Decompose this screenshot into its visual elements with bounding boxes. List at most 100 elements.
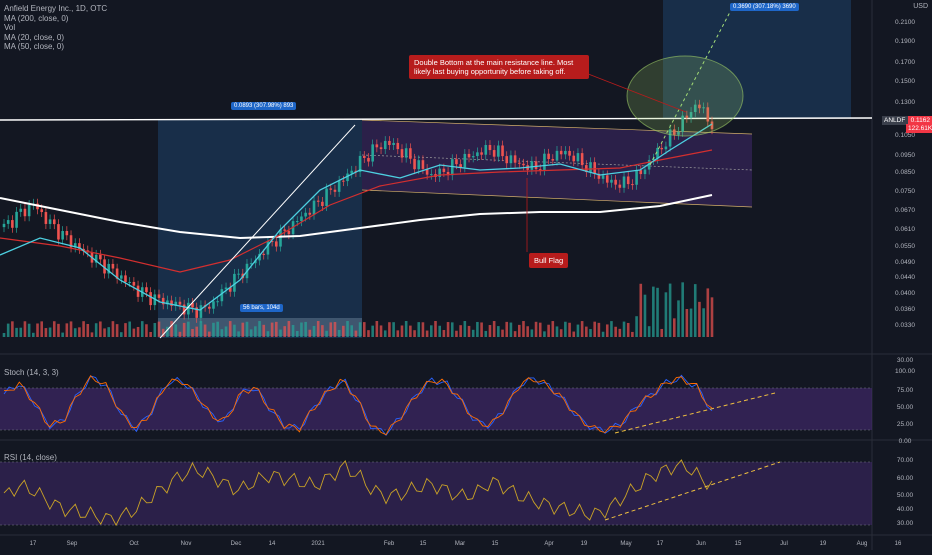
volume-bar <box>509 322 513 337</box>
candle-body <box>497 145 500 157</box>
volume-bar <box>681 282 684 337</box>
candle-body <box>233 273 236 292</box>
stoch-label[interactable]: Stoch (14, 3, 3) <box>4 368 59 377</box>
volume-bar <box>677 300 680 337</box>
volume-bar <box>279 329 282 337</box>
volume-bar <box>605 324 609 337</box>
volume-bar <box>212 322 215 337</box>
candle-body <box>589 162 592 173</box>
volume-bar <box>358 322 362 337</box>
candle-body <box>593 162 596 174</box>
volume-bar <box>304 321 307 337</box>
candle-body <box>610 179 613 183</box>
candle-body <box>601 175 605 179</box>
candle-body <box>207 306 211 309</box>
candle-body <box>664 146 668 150</box>
rsi-label[interactable]: RSI (14, close) <box>4 453 57 462</box>
volume-bar <box>425 330 429 337</box>
legend-line-0[interactable]: Vol <box>4 23 16 32</box>
rsi-trend-arrow <box>604 461 781 521</box>
volume-bar <box>124 323 127 337</box>
candle-body <box>195 307 199 318</box>
candle-body <box>52 219 56 225</box>
volume-bar <box>614 326 617 337</box>
volume-bar <box>497 326 500 337</box>
volume-bar <box>488 325 492 337</box>
x-tick-label: 17 <box>657 541 664 547</box>
candle-body <box>392 142 395 145</box>
candle-body <box>27 204 31 217</box>
candle-body <box>279 229 282 247</box>
stoch-tick: 50.00 <box>897 404 914 411</box>
x-tick-label: May <box>620 541 631 547</box>
x-tick-label: Nov <box>181 541 192 547</box>
volume-bar <box>82 321 85 337</box>
volume-bar <box>73 328 77 337</box>
volume-bar <box>522 321 525 337</box>
candle-body <box>442 168 446 172</box>
volume-bar <box>693 284 697 337</box>
volume-bar <box>551 321 555 337</box>
volume-bar <box>69 321 73 337</box>
volume-bar <box>652 286 655 337</box>
volume-bar <box>241 322 245 337</box>
candle-body <box>19 208 23 212</box>
legend-line-2[interactable]: MA (20, close, 0) <box>4 32 65 42</box>
volume-bar <box>354 330 358 337</box>
volume-bar <box>383 330 387 337</box>
volume-bar <box>564 321 567 337</box>
double-bottom-note[interactable]: Double Bottom at the main resistance lin… <box>409 55 589 79</box>
volume-bar <box>400 325 404 337</box>
volume-bar <box>362 322 366 337</box>
volume-bar <box>220 329 224 337</box>
candle-body <box>287 230 291 235</box>
measure-left-tag[interactable]: 0.0893 (307.98%) 893 <box>231 102 297 110</box>
volume-bar <box>329 322 333 337</box>
candle-body <box>161 297 165 305</box>
candle-body <box>362 155 366 158</box>
volume-bar <box>86 323 90 337</box>
candle-body <box>82 248 85 251</box>
candle-body <box>647 159 651 170</box>
candle-body <box>228 287 232 292</box>
candle-body <box>438 168 441 177</box>
candle-body <box>564 150 567 155</box>
volume-bar <box>576 324 580 337</box>
x-tick-label: 19 <box>581 541 588 547</box>
volume-bar <box>471 329 475 337</box>
volume-bar <box>547 324 550 337</box>
candle-body <box>44 212 48 224</box>
symbol-title[interactable]: Anfield Energy Inc., 1D, OTC <box>4 4 108 13</box>
bull-flag-note[interactable]: Bull Flag <box>529 253 569 268</box>
candle-body <box>295 221 299 223</box>
rsi-tick: 50.00 <box>897 492 914 499</box>
candle-body <box>170 300 173 306</box>
volume-bar <box>698 301 701 337</box>
candle-body <box>626 176 630 185</box>
volume-bar <box>262 324 266 337</box>
candle-body <box>547 153 550 159</box>
candle-body <box>316 200 320 202</box>
volume-bar <box>685 309 689 337</box>
volume-bar <box>505 321 509 337</box>
candle-body <box>237 273 240 275</box>
candle-body <box>283 229 286 231</box>
bars-range-tag[interactable]: 56 bars, 104d <box>240 304 283 312</box>
candle-body <box>396 142 400 150</box>
volume-bar <box>99 321 102 337</box>
candle-body <box>543 153 546 171</box>
volume-bar <box>610 321 613 337</box>
stoch-tick: 25.00 <box>897 421 914 428</box>
volume-bar <box>153 323 157 337</box>
volume-bar <box>195 326 199 337</box>
volume-bar <box>224 326 228 337</box>
volume-bar <box>342 325 345 337</box>
candle-body <box>216 301 219 303</box>
rsi-band <box>0 462 872 525</box>
measure-right-tag[interactable]: 0.3690 (307.18%) 3690 <box>730 3 799 11</box>
legend-line-1[interactable]: MA (200, close, 0) <box>4 13 69 23</box>
legend-line-3[interactable]: MA (50, close, 0) <box>4 42 65 51</box>
candle-body <box>672 129 676 135</box>
